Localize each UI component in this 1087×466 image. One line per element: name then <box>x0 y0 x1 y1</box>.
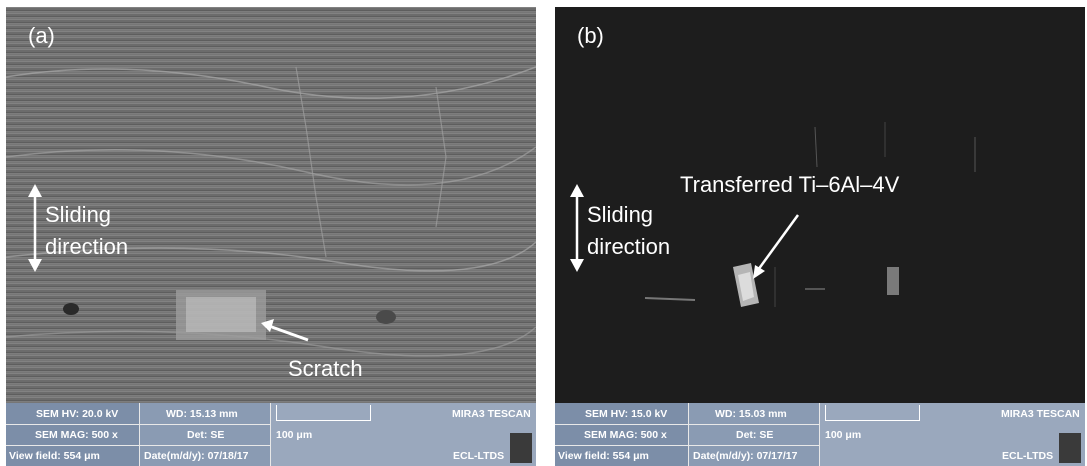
sem-panel-a: (a) Sliding direction Scratch SEM HV: 20… <box>6 7 536 466</box>
scale-bar <box>276 405 371 421</box>
working-distance: WD: 15.13 mm <box>166 408 238 420</box>
scale-bar <box>825 405 920 421</box>
lab-label: ECL-LTDS <box>453 450 505 462</box>
working-distance: WD: 15.03 mm <box>715 408 787 420</box>
brand-label: MIRA3 TESCAN <box>452 408 531 420</box>
detector: Det: SE <box>187 429 225 441</box>
sem-hv: SEM HV: 20.0 kV <box>36 408 119 420</box>
sliding-direction-label-line2: direction <box>45 234 129 259</box>
tescan-logo-icon <box>1059 433 1081 463</box>
scratch-label: Scratch <box>288 356 363 381</box>
sliding-direction-label-line2: direction <box>587 234 671 259</box>
sem-magnification: SEM MAG: 500 x <box>35 429 118 441</box>
sem-hv: SEM HV: 15.0 kV <box>585 408 668 420</box>
brand-label: MIRA3 TESCAN <box>1001 408 1080 420</box>
panel-label: (b) <box>577 23 604 48</box>
scale-bar-label: 100 μm <box>825 429 862 441</box>
sem-panel-b: (b) Sliding direction Transferred Ti–6Al… <box>555 7 1085 466</box>
panel-label: (a) <box>28 23 55 48</box>
acquisition-date: Date(m/d/y): 07/18/17 <box>144 450 249 462</box>
sem-micrograph-b <box>555 7 1085 403</box>
acquisition-date: Date(m/d/y): 07/17/17 <box>693 450 798 462</box>
sem-magnification: SEM MAG: 500 x <box>584 429 667 441</box>
sem-databar: SEM HV: 15.0 kV WD: 15.03 mm MIRA3 TESCA… <box>555 403 1085 466</box>
transferred-material-label: Transferred Ti–6Al–4V <box>680 172 900 197</box>
scale-bar-label: 100 μm <box>276 429 313 441</box>
sem-databar: SEM HV: 20.0 kV WD: 15.13 mm MIRA3 TESCA… <box>6 403 536 466</box>
detector: Det: SE <box>736 429 774 441</box>
sliding-direction-label-line1: Sliding <box>587 202 654 227</box>
view-field: View field: 554 μm <box>9 450 100 462</box>
lab-label: ECL-LTDS <box>1002 450 1054 462</box>
view-field: View field: 554 μm <box>558 450 649 462</box>
sliding-direction-label-line1: Sliding <box>45 202 112 227</box>
sem-micrograph-a <box>6 7 536 403</box>
tescan-logo-icon <box>510 433 532 463</box>
